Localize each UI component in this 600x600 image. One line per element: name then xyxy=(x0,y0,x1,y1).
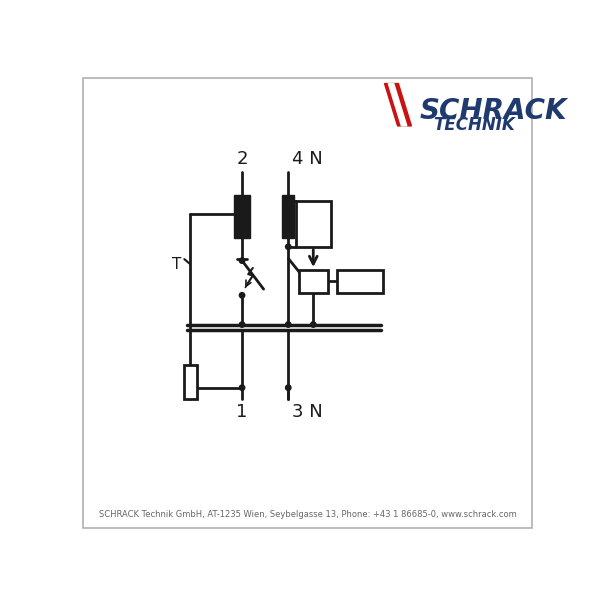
Bar xyxy=(235,195,250,238)
Circle shape xyxy=(239,293,245,298)
Bar xyxy=(299,270,328,293)
Text: SCHRACK Technik GmbH, AT-1235 Wien, Seybelgasse 13, Phone: +43 1 86685-0, www.sc: SCHRACK Technik GmbH, AT-1235 Wien, Seyb… xyxy=(98,509,517,518)
Circle shape xyxy=(286,322,291,327)
Circle shape xyxy=(239,385,245,391)
Polygon shape xyxy=(388,83,407,126)
Circle shape xyxy=(286,244,291,250)
Bar xyxy=(282,195,295,238)
Circle shape xyxy=(311,322,316,327)
Text: T: T xyxy=(172,257,181,272)
Circle shape xyxy=(286,385,291,391)
Bar xyxy=(296,200,331,247)
Text: TECHNIK: TECHNIK xyxy=(433,116,515,134)
Circle shape xyxy=(239,258,245,263)
Text: 1: 1 xyxy=(236,403,248,421)
Text: 4 N: 4 N xyxy=(292,150,323,168)
Text: 2: 2 xyxy=(236,150,248,168)
Circle shape xyxy=(239,322,245,327)
Bar xyxy=(337,270,383,293)
Text: H: H xyxy=(353,272,367,291)
Bar xyxy=(184,365,197,399)
Circle shape xyxy=(239,212,245,217)
Circle shape xyxy=(286,198,291,203)
Text: SCHRACK: SCHRACK xyxy=(419,97,566,125)
Polygon shape xyxy=(385,83,412,126)
Text: 3 N: 3 N xyxy=(292,403,323,421)
